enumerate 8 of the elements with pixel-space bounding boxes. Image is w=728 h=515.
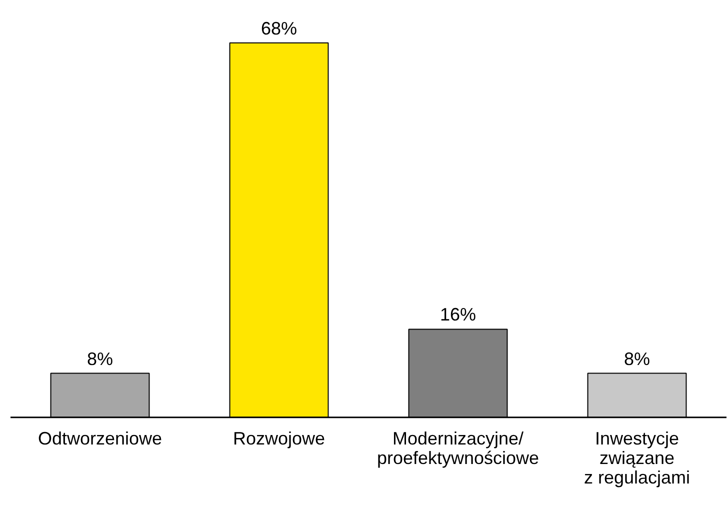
data-label: 8% bbox=[86, 348, 114, 369]
data-label: 8% bbox=[624, 348, 650, 369]
data-label: 68% bbox=[260, 18, 298, 38]
x-tick-label: Rozwojowe bbox=[232, 428, 326, 449]
x-tick-label: Modernizacyjne/ proefektywnościowe bbox=[376, 428, 540, 468]
x-tick-label: Odtworzeniowe bbox=[38, 428, 162, 449]
data-label: 16% bbox=[440, 304, 476, 325]
x-tick-label: Inwestycje związane z regulacjami bbox=[584, 428, 690, 488]
